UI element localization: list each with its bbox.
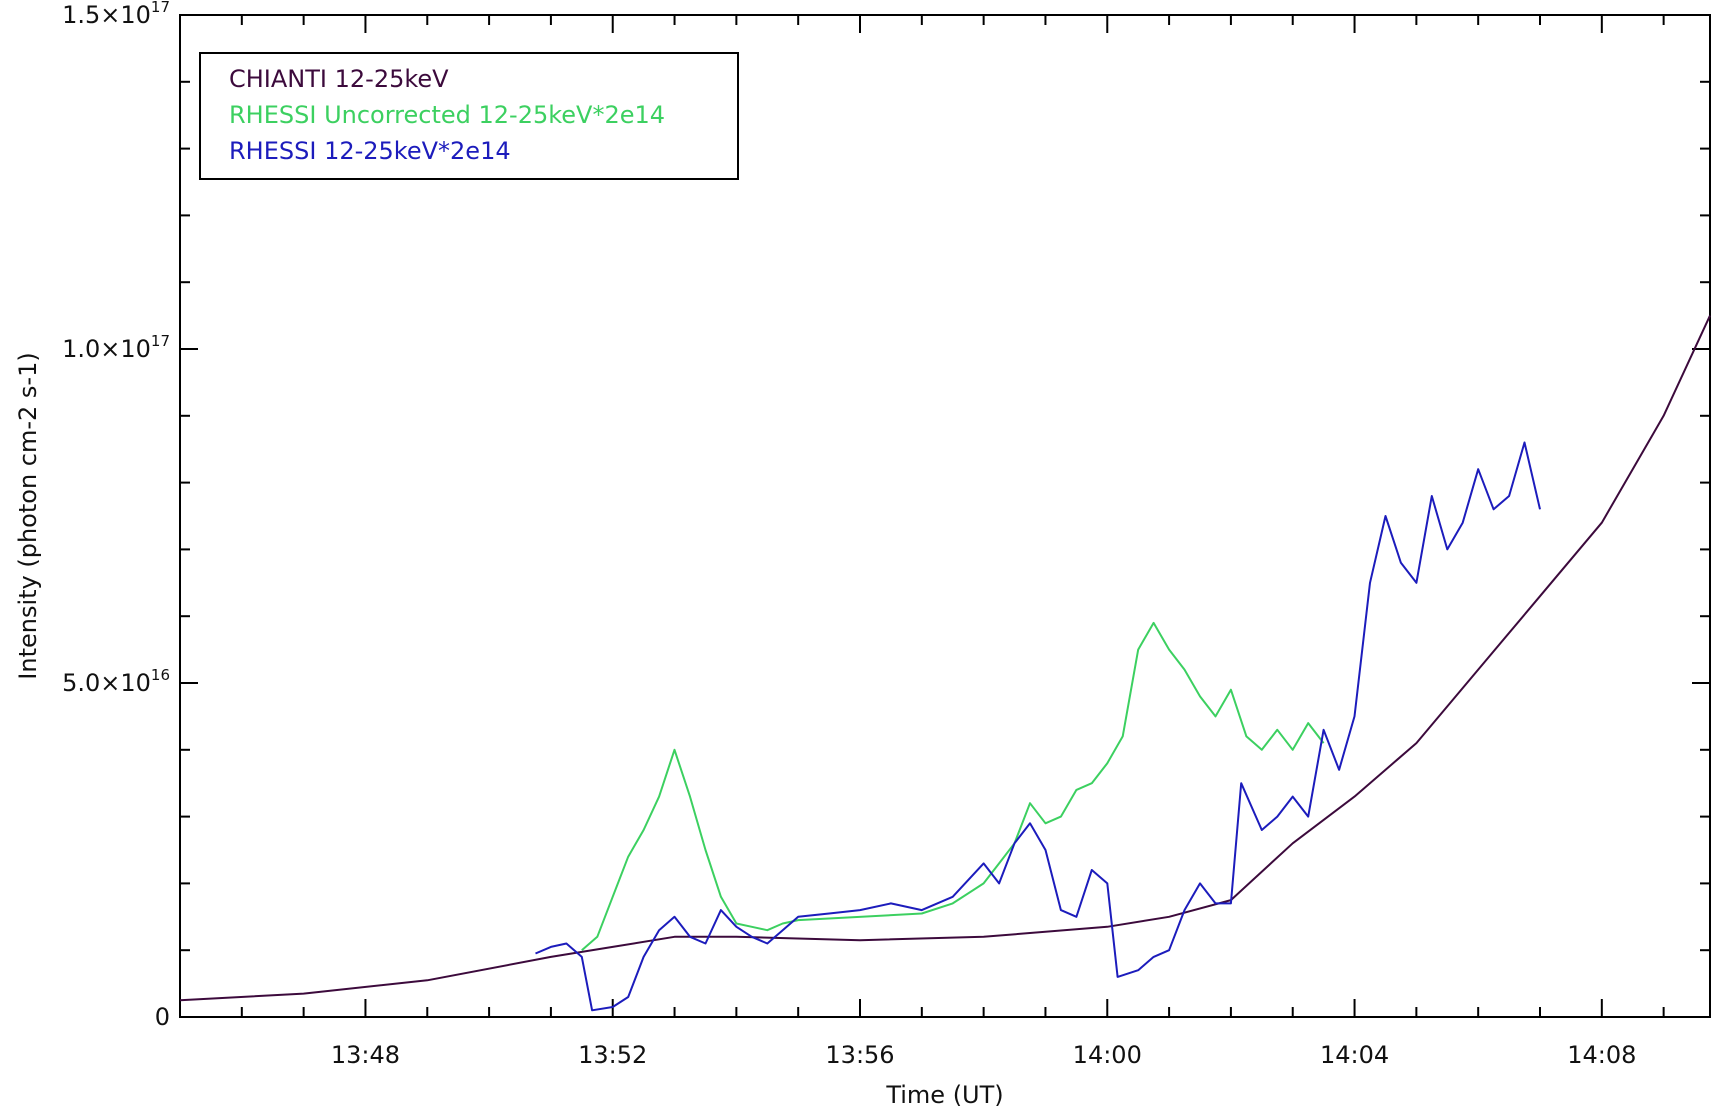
y-tick-label: 1.0×1017	[62, 332, 170, 363]
series-line-1	[581, 621, 1325, 951]
legend: CHIANTI 12-25keV RHESSI Uncorrected 12-2…	[199, 52, 739, 180]
y-axis-ticks: 0 5.0×1016 1.0×1017 1.5×1017	[62, 0, 1710, 1031]
legend-entry: RHESSI Uncorrected 12-25keV*2e14	[229, 101, 665, 129]
plot-frame	[179, 14, 1711, 1018]
x-axis-ticks: 13:48 13:52 13:56 14:00 14:04 14:08	[179, 15, 1665, 1069]
y-tick-label: 1.5×1017	[62, 0, 170, 29]
x-tick-label: 13:52	[578, 1041, 647, 1069]
series-line-2	[535, 441, 1541, 1012]
legend-entry: RHESSI 12-25keV*2e14	[229, 137, 511, 165]
series-lines	[179, 315, 1711, 1012]
y-tick-label: 0	[155, 1003, 170, 1031]
x-tick-label: 14:00	[1073, 1041, 1142, 1069]
x-axis-label: Time (UT)	[885, 1081, 1003, 1109]
x-tick-label: 13:48	[331, 1041, 400, 1069]
y-tick-label: 5.0×1016	[62, 666, 170, 697]
x-tick-label: 13:56	[825, 1041, 894, 1069]
legend-box	[199, 52, 739, 180]
legend-entry: CHIANTI 12-25keV	[229, 65, 449, 93]
series-line-0	[179, 315, 1711, 1002]
x-tick-label: 14:04	[1320, 1041, 1389, 1069]
y-axis-label: Intensity (photon cm-2 s-1)	[14, 352, 42, 679]
x-tick-label: 14:08	[1567, 1041, 1636, 1069]
